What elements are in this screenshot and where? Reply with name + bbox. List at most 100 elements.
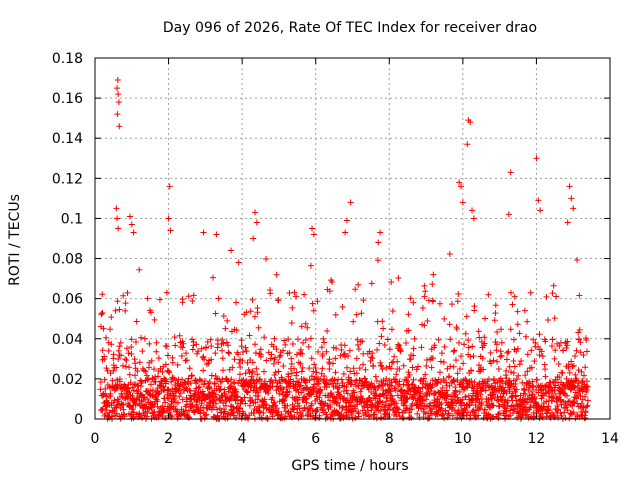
data-point	[280, 347, 287, 354]
data-point	[557, 410, 564, 417]
data-point	[312, 365, 319, 372]
y-tick-label: 0.14	[52, 131, 83, 147]
data-point	[116, 306, 123, 313]
data-point	[436, 300, 443, 307]
data-point	[372, 373, 379, 380]
data-point	[421, 322, 428, 329]
data-point	[470, 353, 477, 360]
data-point	[422, 371, 429, 378]
data-point	[472, 407, 479, 414]
data-point	[185, 293, 192, 300]
data-point	[134, 390, 141, 397]
data-point	[154, 403, 161, 410]
data-point	[545, 403, 552, 410]
data-point	[422, 288, 429, 295]
data-point	[360, 361, 367, 368]
data-point	[353, 355, 360, 362]
data-point	[176, 332, 183, 339]
data-point	[110, 351, 117, 358]
data-point	[183, 357, 190, 364]
data-point	[289, 340, 296, 347]
data-point	[557, 397, 564, 404]
y-tick-label: 0.16	[52, 91, 83, 107]
data-point	[148, 381, 155, 388]
data-point	[528, 347, 535, 354]
data-point	[423, 363, 430, 370]
data-point	[134, 368, 141, 375]
data-point	[269, 394, 276, 401]
data-point	[202, 344, 209, 351]
data-point	[308, 355, 315, 362]
data-point	[255, 393, 262, 400]
data-point	[463, 412, 470, 419]
data-point	[583, 378, 590, 385]
data-point	[165, 368, 172, 375]
data-point	[340, 371, 347, 378]
data-point	[450, 402, 457, 409]
data-point	[325, 359, 332, 366]
data-point	[380, 387, 387, 394]
data-point	[198, 345, 205, 352]
data-point	[437, 378, 444, 385]
data-point	[444, 391, 451, 398]
data-point	[212, 350, 219, 357]
data-point	[582, 409, 589, 416]
data-point	[230, 404, 237, 411]
data-point	[201, 356, 208, 363]
y-tick-label: 0.12	[52, 171, 83, 187]
data-point	[529, 383, 536, 390]
data-point	[469, 343, 476, 350]
data-point	[212, 310, 219, 317]
data-point	[105, 339, 112, 346]
data-point	[350, 318, 357, 325]
data-point	[407, 295, 414, 302]
data-point	[234, 393, 241, 400]
data-point	[501, 404, 508, 411]
data-point	[151, 409, 158, 416]
data-point	[438, 400, 445, 407]
data-point	[122, 356, 129, 363]
data-point	[115, 99, 122, 106]
data-point	[514, 321, 521, 328]
data-point	[249, 369, 256, 376]
data-point	[137, 391, 144, 398]
data-point	[208, 356, 215, 363]
data-point	[471, 307, 478, 314]
data-point	[487, 349, 494, 356]
data-point	[489, 395, 496, 402]
data-point	[115, 91, 122, 98]
data-point	[122, 300, 129, 307]
data-point	[324, 327, 331, 334]
data-point	[317, 386, 324, 393]
data-point	[101, 355, 108, 362]
data-point	[478, 401, 485, 408]
data-point	[383, 375, 390, 382]
data-point	[470, 215, 477, 222]
data-point	[186, 414, 193, 421]
data-point	[394, 358, 401, 365]
data-point	[533, 376, 540, 383]
y-tick-label: 0.1	[61, 211, 83, 227]
data-point	[117, 339, 124, 346]
data-point	[453, 326, 460, 332]
data-point	[155, 390, 162, 397]
data-point	[564, 407, 571, 414]
data-point	[582, 415, 589, 422]
data-point	[469, 408, 476, 415]
data-point	[213, 396, 220, 403]
data-point	[231, 356, 238, 363]
data-point	[200, 367, 207, 374]
data-point	[493, 347, 500, 354]
data-point	[297, 382, 304, 389]
data-point	[286, 349, 293, 356]
data-point	[126, 213, 133, 220]
data-point	[507, 289, 514, 296]
data-point	[260, 410, 267, 417]
data-point	[411, 335, 418, 342]
data-point	[236, 405, 243, 412]
data-point	[320, 335, 327, 342]
data-point	[97, 379, 104, 386]
data-point	[538, 348, 545, 355]
data-point	[180, 340, 187, 347]
data-point	[151, 316, 158, 323]
